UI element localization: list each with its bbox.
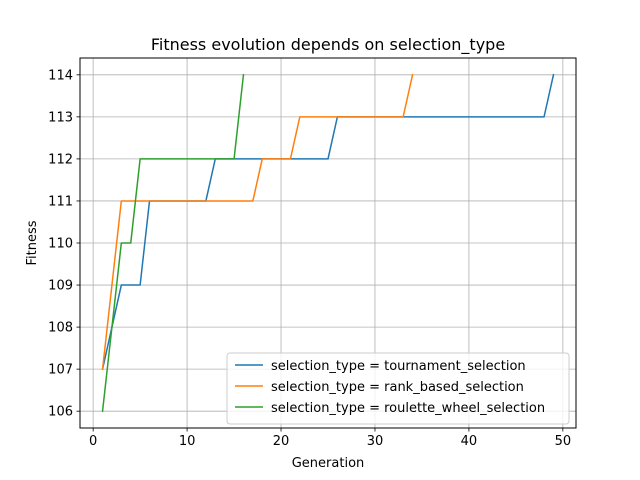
legend-entry: selection_type = roulette_wheel_selectio…: [271, 401, 545, 416]
y-axis-label: Fitness: [25, 220, 40, 265]
series-line-1: [101, 73, 414, 370]
y-tick-label: 114: [48, 68, 73, 83]
legend: selection_type = tournament_selectionsel…: [226, 352, 570, 425]
y-tick-label: 107: [48, 363, 73, 378]
series-lines: [101, 73, 555, 413]
x-tick-label: 10: [179, 434, 196, 449]
legend-box: [226, 352, 570, 425]
y-tick-label: 106: [48, 405, 73, 420]
chart-title: Fitness evolution depends on selection_t…: [151, 35, 505, 55]
x-tick-label: 0: [89, 434, 97, 449]
x-tick-label: 30: [367, 434, 384, 449]
legend-entry: selection_type = tournament_selection: [271, 359, 526, 374]
axis-ticks: 0 10 20 30 40 50 106 107 108 109 110 111 112 113 114: [48, 68, 571, 449]
series-line-2: [101, 73, 245, 413]
y-tick-label: 108: [48, 321, 73, 336]
y-tick-label: 110: [48, 237, 73, 252]
x-tick-label: 40: [461, 434, 478, 449]
y-tick-label: 112: [48, 152, 73, 167]
y-tick-label: 109: [48, 279, 73, 294]
x-tick-label: 50: [555, 434, 572, 449]
legend-entry: selection_type = rank_based_selection: [271, 380, 524, 395]
x-tick-label: 20: [273, 434, 290, 449]
x-axis-label: Generation: [292, 456, 365, 471]
y-tick-label: 113: [48, 110, 73, 125]
y-tick-label: 111: [48, 194, 73, 209]
